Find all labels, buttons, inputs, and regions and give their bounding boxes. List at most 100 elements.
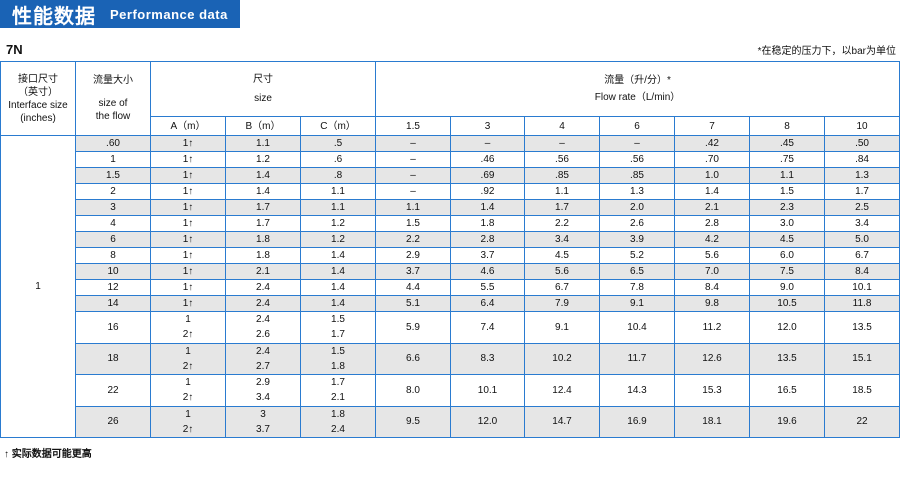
size-b-cell-value: 3.7 (256, 423, 270, 435)
header-text: 流量大小 (93, 75, 133, 86)
size-c-cell: 1.1 (300, 183, 376, 200)
flow-rate-cell: .56 (599, 151, 675, 168)
flow-rate-cell-value: 7.4 (480, 321, 495, 333)
size-a-cell-value: 1↑ (182, 297, 194, 309)
flow-rate-cell: 6.0 (749, 247, 825, 264)
size-a-cell: 1↑ (150, 247, 226, 264)
flow-cell: 3 (75, 199, 151, 216)
flow-rate-cell-value: 12.0 (477, 416, 498, 428)
size-a-cell: 1↑ (150, 215, 226, 232)
flow-rate-cell-value: 12.4 (552, 384, 572, 396)
size-a-cell-value: 2↑ (182, 392, 194, 404)
flow-rate-cell: 15.1 (823, 342, 900, 375)
flow-rate-cell-value: 2.6 (630, 217, 644, 229)
size-b-cell-value: 1.8 (256, 249, 270, 261)
flow-rate-cell: 4.4 (375, 279, 451, 296)
flow-rate-cell: 1.3 (599, 183, 675, 200)
flow-rate-cell-value: 18.1 (702, 416, 722, 428)
size-b-cell-value: 3 (260, 408, 266, 420)
flow-rate-cell: 4.2 (674, 231, 750, 248)
flow-cell-value: 8 (110, 249, 116, 261)
flow-rate-cell-value: 10.1 (852, 281, 872, 293)
header-text: 尺寸 (253, 74, 273, 85)
section-title-zh: 性能数据 (12, 5, 96, 28)
flow-rate-cell-value: .85 (630, 169, 644, 181)
size-a-cell-value: 1↑ (182, 153, 194, 165)
flow-rate-cell-value: – (484, 137, 491, 149)
size-b-cell-value: 2.7 (256, 360, 270, 372)
size-c-cell: 1.8 2.4 (300, 405, 376, 438)
flow-rate-cell: 16.5 (749, 374, 825, 407)
size-b-cell-value: 2.4 (256, 281, 270, 293)
size-b-cell: 2.9 3.4 (225, 374, 301, 407)
flow-rate-cell-value: 16.5 (777, 384, 797, 396)
performance-table: 接口尺寸 （英寸） Interface size (inches) 流量大小 s… (0, 61, 900, 438)
flow-rate-cell: 11.8 (823, 295, 900, 312)
flow-rate-cell: 6.6 (375, 342, 451, 375)
flow-rate-cell: 4.6 (450, 263, 525, 280)
flow-rate-cell-value: 8.4 (705, 281, 719, 293)
flow-rate-cell-value: 2.3 (780, 201, 794, 213)
flow-rate-cell: 8.3 (450, 342, 525, 375)
size-b-cell-value: 1.7 (256, 217, 270, 229)
size-c-cell-value: 1.4 (331, 281, 345, 293)
table-row: 3 1↑ 1.7 1.1 1.1 1.4 1.7 2.0 2.1 2.3 2.5 (1, 199, 900, 216)
size-a-cell: 1 2↑ (150, 405, 226, 438)
flow-cell-value: 1.5 (106, 169, 120, 181)
model-label: 7N (6, 42, 23, 57)
flow-rate-cell: 10.1 (450, 374, 525, 407)
size-b-cell: 2.1 (225, 263, 301, 280)
flow-rate-cell: .85 (524, 167, 600, 184)
header-pressure: 8 (749, 116, 825, 136)
flow-cell: 2 (75, 183, 151, 200)
flow-rate-cell: .50 (823, 135, 900, 152)
flow-rate-cell-value: 13.5 (852, 321, 872, 333)
size-a-cell-value: 1 (185, 314, 191, 326)
size-c-cell: .5 (300, 135, 376, 152)
flow-rate-cell: .46 (450, 151, 525, 168)
flow-rate-cell: 1.1 (524, 183, 600, 200)
flow-rate-cell: 5.0 (823, 231, 900, 248)
table-row: 1 .60 1↑ 1.1 .5 – – – – .42 .45 .50 (0, 135, 900, 438)
size-b-cell-value: 2.9 (256, 377, 270, 389)
flow-rate-cell-value: .56 (630, 153, 644, 165)
flow-rate-cell-value: 8.3 (480, 353, 495, 365)
flow-rate-cell: 9.8 (674, 295, 750, 312)
flow-cell-value: 6 (110, 233, 116, 245)
size-b-cell-value: 1.7 (256, 201, 270, 213)
flow-cell: 12 (75, 279, 151, 296)
flow-rate-cell: 1.1 (749, 167, 825, 184)
header-text: Interface size (8, 99, 68, 111)
table-row: 14 1↑ 2.4 1.4 5.1 6.4 7.9 9.1 9.8 10.5 11.8 (1, 295, 900, 312)
size-c-cell: 1.5 1.7 (300, 311, 376, 344)
header-text: （英寸） (18, 86, 58, 98)
header-flow-size: 流量大小 size of the flow (75, 61, 151, 136)
flow-rate-cell-value: 1.1 (780, 169, 794, 181)
flow-rate-cell: 1.3 (823, 167, 900, 184)
flow-rate-cell: .69 (450, 167, 525, 184)
size-c-cell: 1.4 (300, 247, 376, 264)
flow-rate-cell: 15.3 (674, 374, 750, 407)
size-b-cell-value: 1.4 (256, 185, 270, 197)
flow-rate-cell-value: 8.0 (406, 384, 420, 396)
flow-rate-cell: 7.4 (450, 311, 525, 344)
flow-rate-cell-value: 1.5 (406, 217, 420, 229)
size-a-cell-value: 1↑ (182, 201, 194, 213)
flow-rate-cell-value: 1.7 (555, 201, 569, 213)
flow-rate-cell-value: .92 (480, 185, 495, 197)
flow-rate-cell-value: 6.4 (480, 297, 495, 309)
flow-rate-cell-value: 13.5 (777, 353, 797, 365)
table-row: 8 1↑ 1.8 1.4 2.9 3.7 4.5 5.2 5.6 6.0 6.7 (1, 247, 900, 264)
size-b-cell-value: 3.4 (256, 392, 270, 404)
flow-rate-cell: 8.0 (375, 374, 451, 407)
header-pressure: 4 (524, 116, 600, 136)
flow-cell: 26 (75, 405, 151, 438)
flow-rate-cell: 8.4 (823, 263, 900, 280)
flow-rate-cell-value: 2.5 (855, 201, 869, 213)
size-c-cell-value: 1.1 (331, 185, 345, 197)
flow-rate-cell-value: 6.0 (780, 249, 794, 261)
flow-rate-cell: 2.3 (749, 199, 825, 216)
flow-rate-cell-value: 2.9 (406, 249, 420, 261)
flow-cell: 1 (75, 151, 151, 168)
flow-rate-cell: .56 (524, 151, 600, 168)
